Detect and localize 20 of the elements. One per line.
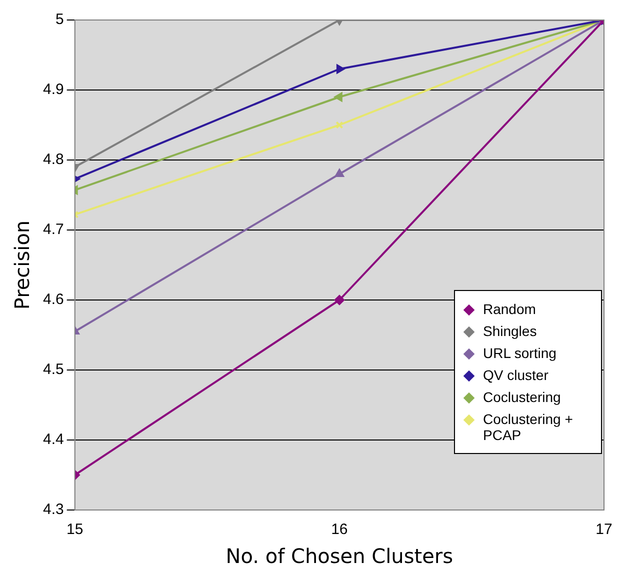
y-tick-label: 4.3 bbox=[42, 501, 64, 518]
x-tick-label: 16 bbox=[331, 521, 348, 538]
y-tick-label: 4.4 bbox=[42, 431, 64, 448]
y-tick-label: 4.5 bbox=[42, 361, 64, 378]
point bbox=[336, 64, 344, 74]
legend-label: Coclustering bbox=[483, 389, 561, 405]
legend-label: URL sorting bbox=[483, 345, 556, 361]
legend-label: QV cluster bbox=[483, 367, 548, 383]
y-tick-label: 4.8 bbox=[42, 151, 64, 168]
x-tick-label: 17 bbox=[596, 521, 612, 538]
legend-label: Coclustering + PCAP bbox=[483, 411, 574, 443]
y-tick-label: 4.6 bbox=[42, 291, 64, 308]
y-tick-label: 4.7 bbox=[42, 221, 64, 238]
y-tick-label: 4.9 bbox=[42, 81, 64, 98]
x-tick-label: 15 bbox=[66, 521, 84, 538]
x-axis-title: No. of Chosen Clusters bbox=[226, 544, 454, 568]
y-axis-title: Precision bbox=[10, 220, 34, 310]
y-tick-label: 5 bbox=[56, 11, 64, 28]
legend-label: Random bbox=[483, 301, 536, 317]
legend-label: Shingles bbox=[483, 323, 537, 339]
